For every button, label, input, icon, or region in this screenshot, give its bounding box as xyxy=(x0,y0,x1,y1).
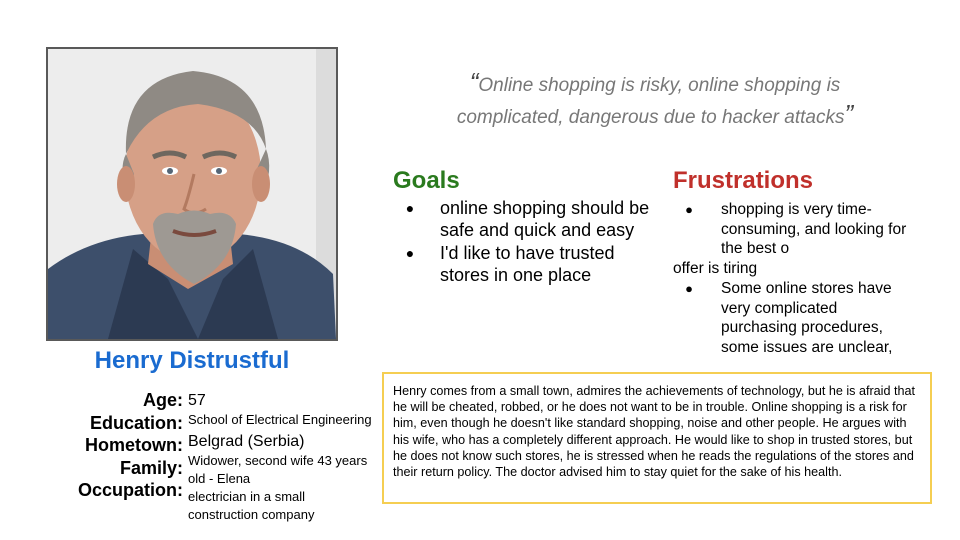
frustrations-heading: Frustrations xyxy=(673,167,814,194)
goals-heading: Goals xyxy=(393,167,460,194)
bullet-icon: ● xyxy=(685,281,693,296)
persona-photo xyxy=(46,47,338,341)
goal-text: I'd like to have trusted stores in one p… xyxy=(440,243,615,285)
goal-text: online shopping should be safe and quick… xyxy=(440,198,650,240)
frustration-text-continued: offer is tiring xyxy=(673,259,758,277)
persona-quote: “Online shopping is risky, online shoppi… xyxy=(410,68,900,132)
bullet-icon: ● xyxy=(685,202,693,217)
persona-name: Henry Distrustful xyxy=(94,347,290,374)
occupation-value-line2: construction company xyxy=(188,507,315,522)
education-value: School of Electrical Engineering xyxy=(188,412,372,427)
quote-line1: Online shopping is risky, online shoppin… xyxy=(478,75,841,96)
age-label: Age: xyxy=(143,390,183,410)
frustrations-list: ● shopping is very time-consuming, and l… xyxy=(673,200,913,358)
facts-labels: Age: Education: Hometown: Family: Occupa… xyxy=(40,389,183,502)
family-value-line2: old - Elena xyxy=(188,471,251,486)
quote-close-mark: ” xyxy=(844,99,854,129)
quote-open-mark: “ xyxy=(469,67,479,97)
occupation-label: Occupation: xyxy=(77,480,183,500)
goals-list: ● online shopping should be safe and qui… xyxy=(400,197,660,287)
bullet-icon: ● xyxy=(405,200,415,216)
family-value-line1: Widower, second wife 43 years xyxy=(188,453,368,468)
bio-box: Henry comes from a small town, admires t… xyxy=(382,372,932,504)
list-item: ● Some online stores have very complicat… xyxy=(673,279,913,357)
man-portrait-photo-icon xyxy=(48,49,336,339)
occupation-value-line1: electrician in a small xyxy=(188,489,306,504)
bullet-icon: ● xyxy=(405,245,415,261)
age-value: 57 xyxy=(188,392,206,409)
hometown-label: Hometown: xyxy=(85,435,183,455)
quote-line2: complicated, dangerous due to hacker att… xyxy=(456,107,845,128)
facts-values: 57 School of Electrical Engineering Belg… xyxy=(188,390,388,524)
list-item: ● shopping is very time-consuming, and l… xyxy=(673,200,913,278)
family-label: Family: xyxy=(119,457,183,478)
list-item: ● I'd like to have trusted stores in one… xyxy=(400,242,660,286)
list-item: ● online shopping should be safe and qui… xyxy=(400,197,660,241)
education-label: Education: xyxy=(90,412,183,433)
frustration-text: Some online stores have very complicated… xyxy=(721,280,893,356)
frustration-text: shopping is very time-consuming, and loo… xyxy=(721,201,907,257)
hometown-value: Belgrad (Serbia) xyxy=(188,433,305,450)
